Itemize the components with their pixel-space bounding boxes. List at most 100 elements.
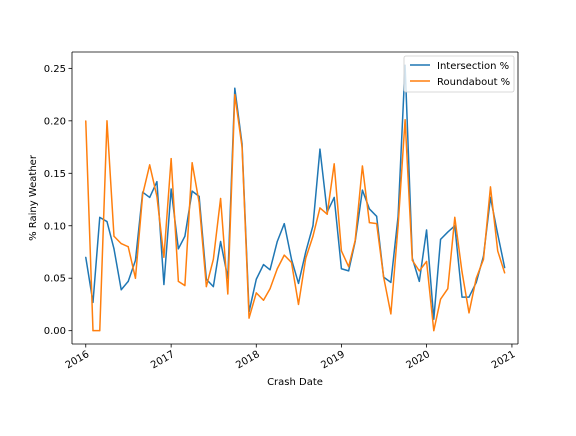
series-line-roundabout [85,93,506,332]
plot-area [72,52,518,344]
data-point [418,270,420,272]
data-point [340,268,343,270]
data-point [305,257,307,259]
y-tick-label: 0.10 [44,221,66,232]
data-point [482,258,485,260]
legend: Intersection % Roundabout % [403,55,515,93]
data-point [439,298,442,300]
x-tick-label: 2016 [64,349,92,371]
data-point [497,233,499,235]
data-point [348,266,350,268]
data-point [92,330,94,332]
data-point [85,120,87,122]
series-line-intersection [85,64,506,320]
data-point [454,216,456,218]
data-point [156,181,158,183]
data-point [376,223,378,225]
data-point [312,225,314,227]
data-point [497,250,499,252]
x-axis-ticks: 2016 2017 2018 2019 2020 2021 [64,344,518,371]
x-tick-label: 2019 [319,349,347,371]
data-point [354,239,356,242]
data-point [326,213,328,215]
data-point [461,296,463,298]
data-point [184,284,186,287]
data-point [276,268,278,270]
data-point [177,248,179,250]
data-point [447,288,449,290]
y-tick-label: 0.20 [44,116,66,127]
data-point [489,186,492,188]
data-point [184,235,186,237]
x-tick-label: 2021 [490,349,518,371]
data-point [85,256,87,258]
data-point [376,215,378,217]
data-point [397,225,399,227]
data-point [333,196,335,199]
data-point [170,188,172,190]
data-point [390,313,392,315]
data-point [433,318,435,320]
data-point [212,286,214,288]
data-point [433,330,435,332]
y-axis-label: % Rainy Weather [28,154,39,241]
data-point [205,286,207,288]
data-point [283,223,285,225]
x-axis-label: Crash Date [267,377,323,388]
axes-layer [71,51,519,345]
data-point [106,120,108,122]
data-point [361,189,364,191]
data-point [191,162,193,164]
data-point [255,278,257,280]
y-tick-label: 0.05 [44,274,66,285]
data-point [142,193,144,195]
data-point [248,317,250,319]
data-point [170,158,172,160]
data-point [120,242,122,245]
data-point [262,263,265,266]
x-tick-label: 2018 [234,349,262,371]
data-point [418,280,420,282]
data-point [113,235,115,237]
data-point [269,269,271,271]
data-point [368,222,371,224]
data-point [149,164,151,166]
data-point [333,163,335,165]
data-point [198,202,200,204]
x-tick-label: 2020 [405,349,433,371]
data-point [234,87,236,89]
x-tick-label: 2017 [149,349,177,371]
data-point [439,238,442,240]
data-point [447,231,449,233]
data-point [99,330,101,332]
data-point [127,246,129,248]
data-point [255,292,257,294]
data-point [468,296,470,298]
data-point [297,282,300,285]
data-point [461,271,463,273]
data-point [425,229,428,231]
data-point [163,283,165,286]
data-point [177,280,179,282]
data-point [120,289,122,291]
data-point [383,276,385,278]
data-point [149,196,151,199]
legend-label-intersection: Intersection % [437,61,509,72]
data-point [134,259,137,261]
y-tick-label: 0.00 [44,326,66,337]
y-axis-ticks: 0.00 0.05 0.10 0.15 0.20 0.25 [44,64,72,337]
data-point [99,216,101,218]
data-point [411,259,413,261]
data-point [504,267,506,269]
y-tick-label: 0.25 [44,64,66,75]
data-point [212,258,214,260]
y-tick-label: 0.15 [44,169,66,180]
data-point [290,258,293,260]
data-point [297,303,300,306]
data-point [283,254,285,256]
data-point [305,251,307,253]
data-point [404,119,406,121]
series-layer [85,64,506,332]
data-point [134,277,137,279]
